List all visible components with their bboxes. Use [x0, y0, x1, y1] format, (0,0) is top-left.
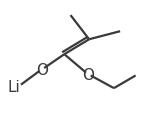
Text: Li: Li [8, 80, 20, 95]
Text: O: O [82, 67, 94, 82]
Text: O: O [36, 62, 48, 77]
